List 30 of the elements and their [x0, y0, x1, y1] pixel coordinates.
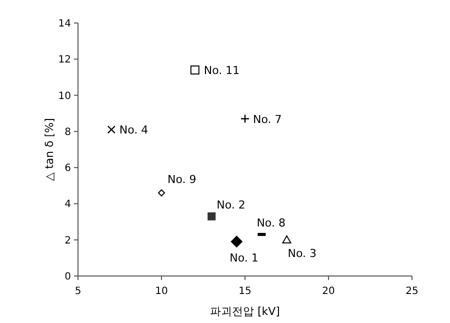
y-tick-label: 4 — [64, 199, 71, 210]
y-tick-label: 6 — [64, 163, 71, 174]
series-label: No. 8 — [256, 216, 286, 230]
point — [282, 235, 292, 244]
x-tick-label: 10 — [155, 286, 168, 297]
series-label: No. 3 — [288, 246, 317, 260]
y-tick-label: 2 — [64, 235, 71, 246]
y-tick-label: 14 — [58, 18, 71, 30]
series-label: No. 9 — [168, 172, 196, 186]
point — [190, 65, 200, 74]
x-tick-label: 20 — [322, 286, 335, 297]
series-label: No. 1 — [230, 252, 258, 265]
x-tick-label: 25 — [406, 286, 418, 297]
y-tick-label: 8 — [64, 126, 71, 138]
series-label: No. 7 — [253, 112, 282, 126]
point — [208, 212, 216, 220]
y-axis-title: △ tan δ [%] — [43, 118, 56, 181]
x-axis-title: 파괴전압 [kV] — [210, 305, 280, 318]
x-tick-label: 15 — [238, 286, 252, 297]
x-tick-label: 5 — [74, 286, 82, 297]
y-tick-label: 10 — [58, 90, 71, 102]
series-label: No. 4 — [119, 124, 148, 137]
y-tick-label: 12 — [58, 54, 71, 66]
point — [158, 189, 165, 196]
point — [240, 114, 250, 124]
point — [230, 236, 243, 248]
y-tick-label: 0 — [64, 272, 71, 282]
series-label: No. 2 — [216, 198, 246, 212]
series-label: No. 11 — [204, 64, 240, 77]
point — [107, 126, 116, 134]
